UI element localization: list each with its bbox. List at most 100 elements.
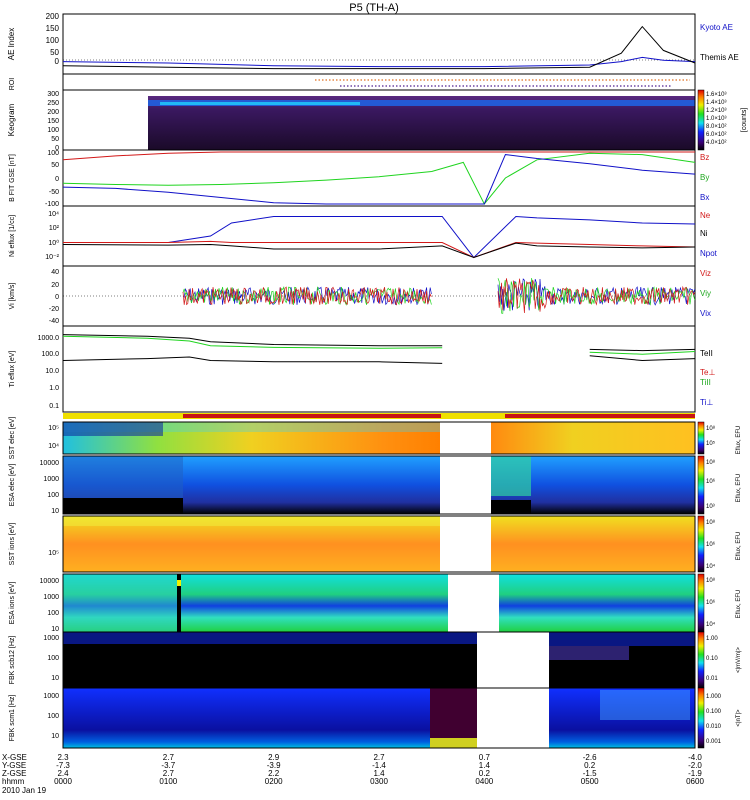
x-tick-label: -1.9	[688, 769, 702, 778]
svg-text:1000: 1000	[43, 476, 59, 483]
legend-bx: Bx	[700, 193, 709, 202]
svg-text:10²: 10²	[49, 225, 60, 232]
svg-text:10⁵: 10⁵	[706, 440, 716, 447]
sst-ion-tick: 10⁵	[48, 550, 59, 557]
keogram-ylabel: Keogram	[7, 103, 16, 136]
legend-viy: Viy	[700, 289, 711, 298]
legend-tell: TeII	[700, 349, 713, 358]
svg-text:0: 0	[55, 294, 59, 301]
line-tell	[589, 348, 696, 352]
svg-text:10⁴: 10⁴	[48, 211, 59, 218]
line-bx	[62, 154, 696, 205]
svg-text:1.00: 1.00	[706, 636, 718, 642]
x-tick-label: 1.4	[479, 761, 491, 770]
svg-text:<|mV/m|>: <|mV/m|>	[736, 647, 742, 673]
line-ni	[63, 240, 696, 259]
vi-ylabel: Vi [km/s]	[9, 283, 16, 310]
svg-text:10⁶: 10⁶	[706, 541, 716, 548]
line-tell	[62, 334, 443, 347]
x-tick-label: -1.4	[372, 761, 386, 770]
esa-elec-colorbar	[697, 455, 705, 515]
sst-ion-ylabel: SST ions [eV]	[9, 523, 16, 566]
legend-npot: Npot	[700, 249, 718, 258]
x-tick-label: 0.2	[479, 769, 491, 778]
svg-text:10⁴: 10⁴	[706, 621, 716, 628]
vi-trace	[182, 286, 432, 306]
svg-text:10⁸: 10⁸	[706, 519, 716, 526]
ti-ticks: 1000.0 100.0 10.0 1.0 0.1	[38, 335, 60, 410]
x-tick-label: -1.5	[583, 769, 597, 778]
sst-elec-ylabel: SST elec [eV]	[9, 417, 16, 460]
legend-kyoto-ae: Kyoto AE	[700, 23, 733, 32]
x-tick-label: 2.7	[163, 769, 175, 778]
svg-text:10⁻²: 10⁻²	[45, 254, 59, 261]
esa-elec-panel: ESA elec [eV] 10000 1000 100 10	[9, 455, 705, 515]
svg-text:100: 100	[47, 150, 59, 157]
chart-title: P5 (TH-A)	[349, 2, 399, 14]
esa-ion-panel: ESA ions [eV] 10000 1000 100 10	[9, 573, 705, 633]
svg-text:300: 300	[47, 91, 59, 98]
x-tick-label: 0600	[686, 777, 704, 786]
svg-text:0: 0	[55, 145, 59, 152]
ni-panel: Ni eflux [1/cc] 10⁴ 10² 10⁰ 10⁻² Ne Ni N…	[9, 205, 718, 267]
svg-text:40: 40	[51, 269, 59, 276]
x-tick-label: -2.0	[688, 761, 702, 770]
svg-text:0: 0	[55, 57, 60, 66]
x-tick-label: -4.0	[688, 753, 702, 762]
x-tick-label: 0200	[265, 777, 283, 786]
x-row-label: 2010 Jan 19	[2, 786, 47, 795]
ti-series	[62, 334, 696, 364]
svg-text:100: 100	[46, 36, 60, 45]
svg-text:<|nT|>: <|nT|>	[736, 709, 742, 727]
x-tick-label: 0300	[370, 777, 388, 786]
roi-panel: ROI	[9, 73, 696, 91]
svg-text:1000: 1000	[43, 594, 59, 601]
x-tick-label: 0400	[475, 777, 493, 786]
mode-bar	[63, 413, 695, 419]
esa-elec-ylabel: ESA elec [eV]	[9, 464, 16, 507]
line-kyoto-ae	[62, 56, 696, 68]
svg-text:0: 0	[55, 176, 59, 183]
x-row-label: hhmm	[2, 777, 25, 786]
esa-ion-ticks: 10000 1000 100 10	[40, 578, 60, 633]
svg-text:-20: -20	[49, 306, 59, 313]
svg-text:-40: -40	[49, 318, 59, 325]
svg-text:100: 100	[47, 713, 59, 720]
x-tick-label: 0500	[581, 777, 599, 786]
svg-text:100: 100	[47, 492, 59, 499]
bfit-ticks: 100 50 0 -50 -100	[45, 150, 59, 208]
ni-ticks: 10⁴ 10² 10⁰ 10⁻²	[45, 211, 59, 261]
ni-ylabel: Ni eflux [1/cc]	[9, 215, 16, 257]
svg-text:Eflux, EFU: Eflux, EFU	[736, 532, 742, 561]
ae-ticks: 200 150 100 50 0	[46, 12, 60, 66]
svg-text:10³: 10³	[706, 504, 715, 510]
fbk-b-panel: FBK scb12 [Hz] 1000 100 10	[9, 631, 705, 689]
svg-text:10⁰: 10⁰	[48, 239, 59, 247]
keogram-cbar-label: [counts]	[741, 108, 748, 133]
x-axis-labels: X-GSE Y-GSE Z-GSE hhmm 2010 Jan 19 2.3-7…	[2, 753, 704, 795]
keogram-ticks: 300 250 200 150 100 50 0	[47, 91, 59, 152]
svg-text:10000: 10000	[40, 578, 60, 585]
sst-elec-ticks: 10⁵ 10⁴	[48, 425, 59, 450]
fbk-b-ticks: 1000 100 10	[43, 635, 59, 682]
legend-till: TiII	[700, 378, 711, 387]
x-tick-label: 2.3	[57, 753, 69, 762]
vi-trace	[497, 278, 696, 314]
ti-ylabel: Ti eflux [eV]	[9, 351, 16, 388]
sst-ion-panel: SST ions [eV] 10⁵	[9, 515, 705, 573]
svg-text:0.1: 0.1	[49, 403, 59, 410]
line-npot	[62, 242, 696, 259]
esa-elec-ticks: 10000 1000 100 10	[40, 460, 60, 515]
line-by	[62, 152, 696, 205]
fbk-b-colorbar	[697, 631, 705, 689]
svg-text:1.000: 1.000	[706, 694, 722, 700]
bfit-panel: B FIT GSE [nT] 100 50 0 -50 -100 Bz By B…	[9, 149, 709, 208]
svg-text:1.0×10³: 1.0×10³	[706, 116, 727, 122]
sst-elec-colorbar	[697, 421, 705, 455]
svg-text:0.10: 0.10	[706, 656, 718, 662]
svg-text:10⁸: 10⁸	[706, 459, 716, 466]
vi-ticks: 40 20 0 -20 -40	[49, 269, 59, 325]
ae-series	[62, 25, 696, 70]
svg-text:4.0×10²: 4.0×10²	[706, 140, 727, 146]
